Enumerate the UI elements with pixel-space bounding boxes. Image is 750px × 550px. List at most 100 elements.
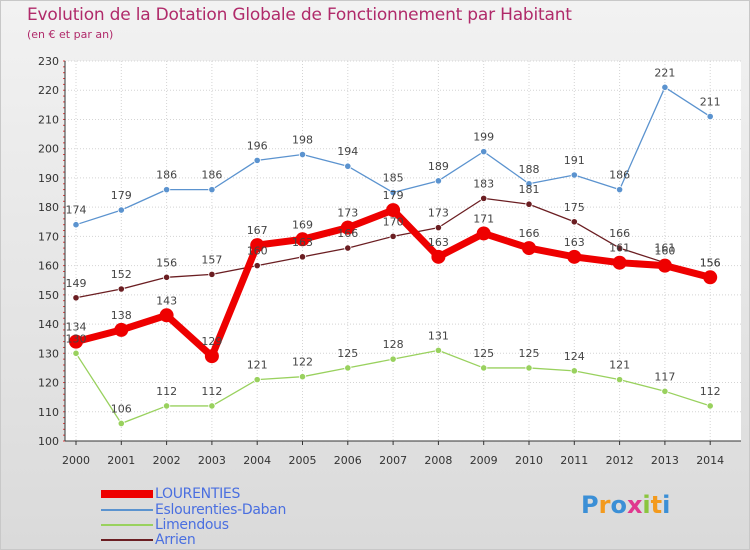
data-point-limendous [706, 402, 714, 410]
data-point-eslourenties-daban [389, 188, 397, 197]
data-label-limendous: 117 [654, 370, 675, 383]
data-label-eslourenties-daban: 194 [337, 145, 358, 158]
data-label-lourenties: 156 [700, 256, 721, 269]
data-label-limendous: 112 [201, 385, 222, 398]
data-label-lourenties: 134 [66, 321, 87, 334]
data-label-eslourenties-daban: 179 [111, 189, 132, 202]
chart-subtitle: (en € et par an) [27, 28, 114, 41]
logo-letter: r [598, 491, 611, 519]
data-label-arrien: 152 [111, 268, 132, 281]
data-point-limendous [208, 402, 216, 410]
data-label-eslourenties-daban: 186 [201, 169, 222, 182]
data-point-limendous [525, 364, 533, 372]
data-point-eslourenties-daban [570, 171, 578, 179]
data-label-lourenties: 171 [473, 212, 494, 225]
data-label-lourenties: 160 [654, 245, 675, 258]
legend-item: Arrien [101, 532, 196, 548]
data-label-limendous: 106 [111, 402, 132, 415]
data-point-lourenties [114, 322, 129, 337]
x-tick-label: 2003 [198, 454, 226, 467]
logo-letter: P [581, 491, 599, 519]
data-label-lourenties: 138 [111, 309, 132, 322]
y-tick-label: 160 [38, 260, 59, 273]
data-label-arrien: 163 [292, 236, 313, 249]
data-point-lourenties [567, 249, 582, 264]
data-label-eslourenties-daban: 186 [609, 169, 630, 182]
data-label-limendous: 124 [564, 350, 585, 363]
data-point-limendous [163, 402, 171, 410]
data-label-arrien: 157 [201, 253, 222, 266]
data-label-lourenties: 166 [519, 227, 540, 240]
y-tick-label: 110 [38, 406, 59, 419]
x-tick-label: 2009 [470, 454, 498, 467]
legend-label: Arrien [155, 532, 196, 548]
data-label-lourenties: 161 [609, 242, 630, 255]
x-tick-label: 2004 [243, 454, 271, 467]
data-point-limendous [72, 349, 80, 357]
legend-item: Eslourenties-Daban [101, 502, 287, 518]
data-point-arrien [117, 285, 125, 293]
legend-label: LOURENTIES [155, 486, 241, 502]
y-tick-label: 130 [38, 347, 59, 360]
data-point-lourenties [612, 255, 627, 270]
data-label-arrien: 166 [337, 227, 358, 240]
legend-swatch [101, 524, 153, 526]
legend-item: LOURENTIES [101, 486, 241, 502]
data-point-lourenties [386, 203, 401, 218]
data-point-arrien [570, 218, 578, 226]
data-label-eslourenties-daban: 191 [564, 154, 585, 167]
data-label-arrien: 166 [609, 227, 630, 240]
data-point-eslourenties-daban [525, 180, 533, 188]
legend-label: Eslourenties-Daban [155, 502, 287, 518]
data-label-eslourenties-daban: 189 [428, 160, 449, 173]
y-tick-label: 200 [38, 143, 59, 156]
data-label-eslourenties-daban: 196 [247, 139, 268, 152]
data-label-eslourenties-daban: 174 [66, 204, 87, 217]
data-label-lourenties: 129 [201, 335, 222, 348]
data-label-arrien: 183 [473, 177, 494, 190]
x-tick-label: 2006 [334, 454, 362, 467]
data-point-arrien [298, 253, 307, 261]
data-point-limendous [298, 373, 307, 381]
x-tick-label: 2010 [515, 454, 543, 467]
data-point-arrien [253, 262, 261, 270]
data-label-arrien: 173 [428, 207, 449, 220]
data-label-limendous: 112 [156, 385, 177, 398]
data-point-arrien [344, 244, 352, 252]
data-point-eslourenties-daban [706, 112, 714, 121]
data-point-eslourenties-daban [253, 156, 261, 164]
data-label-eslourenties-daban: 198 [292, 134, 313, 147]
y-tick-label: 220 [38, 84, 59, 97]
x-tick-label: 2012 [606, 454, 634, 467]
data-point-limendous [570, 367, 578, 375]
logo-letter: i [662, 491, 671, 519]
x-tick-label: 2001 [107, 454, 135, 467]
logo-letter: i [642, 491, 651, 519]
data-label-arrien: 156 [156, 256, 177, 269]
data-label-limendous: 125 [337, 347, 358, 360]
x-tick-label: 2011 [560, 454, 588, 467]
data-point-lourenties [69, 334, 83, 349]
data-point-eslourenties-daban [163, 186, 171, 194]
data-point-limendous [389, 355, 397, 363]
y-tick-label: 100 [38, 435, 59, 448]
data-label-lourenties: 169 [292, 218, 313, 231]
data-point-limendous [434, 346, 442, 354]
data-label-eslourenties-daban: 199 [473, 131, 494, 144]
data-label-eslourenties-daban: 186 [156, 169, 177, 182]
y-tick-label: 180 [38, 201, 59, 214]
data-point-arrien [615, 244, 624, 252]
legend-item: Limendous [101, 517, 229, 533]
data-point-eslourenties-daban [208, 186, 216, 194]
y-tick-label: 170 [38, 230, 59, 243]
data-point-arrien [525, 200, 533, 208]
data-label-arrien: 160 [247, 245, 268, 258]
legend-swatch [101, 539, 153, 541]
data-label-arrien: 161 [654, 242, 675, 255]
x-tick-label: 2002 [153, 454, 181, 467]
data-label-limendous: 125 [519, 347, 540, 360]
data-point-limendous [344, 364, 352, 372]
y-tick-label: 210 [38, 113, 59, 126]
data-label-lourenties: 167 [247, 224, 268, 237]
logo-letter: t [650, 491, 663, 519]
